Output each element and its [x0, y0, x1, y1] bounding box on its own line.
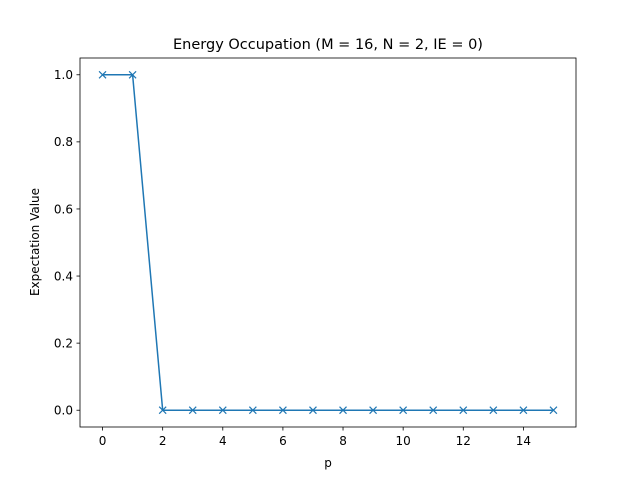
data-point: [188, 406, 197, 415]
x-axis: 0 2 4 6 8 10 12 14: [99, 427, 531, 448]
series-line: [102, 74, 554, 411]
y-axis-label: Expectation Value: [28, 188, 42, 296]
x-tick-label: 6: [279, 434, 287, 448]
y-tick-label: 0.8: [54, 135, 73, 149]
data-point: [369, 406, 378, 415]
x-tick-label: 12: [456, 434, 471, 448]
data-point: [429, 406, 438, 415]
x-tick-label: 0: [99, 434, 107, 448]
plot-area: [79, 57, 577, 428]
x-axis-label: p: [324, 456, 332, 470]
y-tick-label: 0.4: [54, 269, 73, 283]
y-tick-label: 0.6: [54, 202, 73, 216]
x-tick-label: 8: [339, 434, 347, 448]
y-tick-label: 0.0: [54, 404, 73, 418]
data-point: [309, 406, 317, 415]
data-point: [339, 406, 347, 415]
x-tick-label: 14: [516, 434, 531, 448]
y-tick-label: 1.0: [54, 68, 73, 82]
y-axis: 0.0 0.2 0.4 0.6 0.8 1.0: [54, 68, 80, 418]
y-tick-label: 0.2: [54, 336, 73, 350]
data-point: [489, 406, 498, 415]
data-point: [519, 406, 528, 415]
data-point: [549, 406, 558, 415]
chart-title: Energy Occupation (M = 16, N = 2, IE = 0…: [173, 37, 483, 53]
data-point: [248, 406, 257, 415]
plot-frame: [79, 57, 577, 428]
x-tick-label: 10: [396, 434, 411, 448]
data-point: [158, 406, 167, 415]
series-layer: [98, 70, 558, 415]
data-point: [278, 406, 287, 415]
x-tick-label: 2: [159, 434, 167, 448]
data-point: [459, 406, 468, 415]
data-point: [218, 406, 227, 415]
data-point: [128, 70, 137, 79]
data-point: [399, 406, 408, 415]
data-point: [98, 70, 107, 79]
x-tick-label: 4: [219, 434, 227, 448]
